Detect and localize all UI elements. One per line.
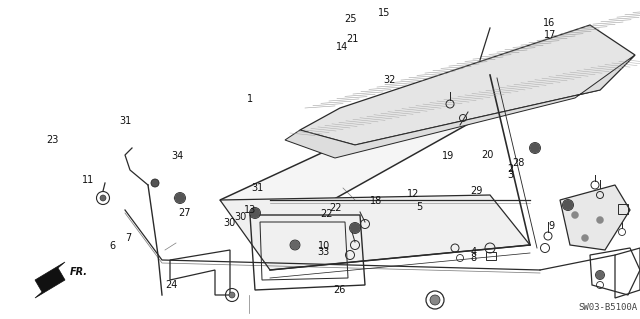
Text: 31: 31 [251, 183, 264, 193]
Circle shape [596, 217, 604, 224]
Text: 31: 31 [119, 116, 132, 126]
Circle shape [100, 195, 106, 201]
Polygon shape [220, 75, 520, 235]
Text: 27: 27 [178, 208, 191, 218]
Text: 8: 8 [470, 253, 477, 263]
Text: 32: 32 [383, 75, 396, 85]
Text: 11: 11 [81, 175, 94, 185]
Circle shape [582, 234, 589, 241]
Text: 20: 20 [481, 150, 494, 160]
Circle shape [151, 179, 159, 187]
Text: 17: 17 [544, 30, 557, 40]
Text: 5: 5 [416, 202, 422, 212]
Text: 3: 3 [508, 170, 514, 181]
Text: 2: 2 [508, 164, 514, 174]
Text: 4: 4 [470, 247, 477, 257]
Polygon shape [35, 262, 65, 298]
Text: 23: 23 [46, 135, 59, 145]
Text: 6: 6 [109, 241, 115, 251]
Text: 22: 22 [329, 203, 342, 213]
Text: 30: 30 [234, 212, 246, 222]
Text: 14: 14 [336, 42, 349, 52]
Text: 10: 10 [317, 241, 330, 251]
Polygon shape [560, 185, 630, 250]
Text: 29: 29 [470, 186, 483, 196]
Text: 12: 12 [407, 189, 420, 199]
Text: 33: 33 [317, 247, 330, 257]
Text: 15: 15 [378, 8, 390, 19]
Circle shape [572, 211, 579, 219]
Circle shape [250, 208, 260, 218]
Text: 24: 24 [165, 279, 178, 290]
Text: 25: 25 [344, 14, 357, 24]
Circle shape [430, 295, 440, 305]
Polygon shape [220, 195, 530, 270]
Text: 1: 1 [246, 94, 253, 104]
Circle shape [596, 271, 604, 279]
Text: 26: 26 [333, 285, 346, 295]
Text: 34: 34 [172, 151, 184, 161]
Text: 22: 22 [320, 209, 333, 219]
Text: SW03-B5100A: SW03-B5100A [578, 303, 637, 313]
Text: 21: 21 [346, 34, 358, 44]
Text: FR.: FR. [70, 267, 88, 277]
Circle shape [350, 223, 360, 233]
Circle shape [175, 193, 185, 203]
Circle shape [229, 292, 235, 298]
Text: 30: 30 [223, 218, 236, 228]
Circle shape [291, 241, 300, 249]
Circle shape [530, 143, 540, 153]
Polygon shape [285, 55, 635, 158]
Text: 19: 19 [442, 151, 454, 161]
Polygon shape [300, 25, 635, 145]
Text: 9: 9 [548, 221, 555, 232]
Text: 16: 16 [543, 18, 556, 28]
Circle shape [563, 200, 573, 210]
Text: 28: 28 [512, 158, 525, 168]
Text: 18: 18 [370, 196, 383, 206]
Text: 7: 7 [125, 233, 131, 243]
Text: 13: 13 [243, 205, 256, 215]
